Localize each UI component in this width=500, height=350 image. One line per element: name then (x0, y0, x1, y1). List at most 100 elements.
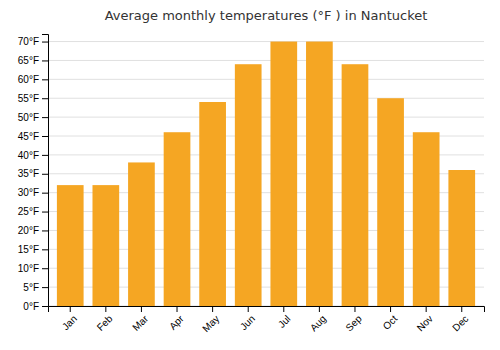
y-tick-label: 55°F (18, 93, 39, 104)
y-tick-mark (42, 268, 48, 269)
x-tick: Nov (415, 306, 435, 333)
x-tick-mark (354, 306, 355, 312)
y-tick-label: 70°F (18, 36, 39, 47)
x-tick: Oct (381, 306, 400, 332)
y-tick: 60°F (18, 74, 48, 85)
y-tick-label: 60°F (18, 74, 39, 85)
y-tick-label: 5°F (23, 282, 39, 293)
x-tick-label: Nov (415, 313, 435, 333)
x-tick-label: Jun (238, 313, 257, 332)
x-tick-label: Jan (60, 313, 79, 332)
y-tick-mark (42, 306, 48, 307)
y-tick: 25°F (18, 206, 48, 217)
x-tick-label: May (200, 313, 221, 334)
y-tick-mark (42, 212, 48, 213)
y-tick-mark (42, 98, 48, 99)
title: Average monthly temperatures (°F ) in Na… (105, 8, 428, 23)
x-tick-label: Dec (450, 313, 470, 333)
y-axis: 0°F 5°F 10°F 15°F 20°F 25°F 30°F 35°F 40°F 45°F 50… (18, 35, 49, 312)
y-tick: 15°F (18, 244, 48, 255)
y-tick-mark (42, 79, 48, 80)
bar (128, 162, 155, 306)
x-tick: Apr (167, 306, 186, 332)
x-tick: Jul (276, 306, 293, 330)
bar (199, 102, 226, 306)
bar (342, 64, 369, 306)
y-tick: 20°F (18, 225, 48, 236)
x-tick-label: Jul (276, 313, 293, 330)
y-tick-mark (42, 249, 48, 250)
y-tick-mark (42, 136, 48, 137)
x-tick-label: Mar (130, 313, 150, 333)
y-tick-mark (42, 230, 48, 231)
x-tick-label: Sep (343, 313, 364, 334)
bar (164, 132, 191, 306)
grid (48, 42, 484, 306)
bar (377, 98, 404, 306)
x-axis: Jan Feb Mar Apr May Jun Jul Aug Sep Oct Nov Dec (49, 306, 485, 334)
y-tick-label: 0°F (23, 301, 39, 312)
x-tick: Jan (60, 306, 79, 332)
y-tick-label: 65°F (18, 55, 39, 66)
bar (57, 185, 84, 306)
x-axis-line (49, 307, 485, 313)
grid-line (48, 79, 484, 80)
y-tick: 50°F (18, 112, 48, 123)
bar (413, 132, 440, 306)
y-tick-mark (42, 60, 48, 61)
y-tick: 65°F (18, 55, 48, 66)
bars (57, 42, 475, 306)
y-tick-label: 50°F (18, 112, 39, 123)
x-tick-mark (212, 306, 213, 312)
y-tick-mark (42, 42, 48, 43)
y-tick-label: 35°F (18, 168, 39, 179)
x-tick-mark (105, 306, 106, 312)
y-tick: 5°F (23, 282, 48, 293)
bar (270, 42, 297, 306)
x-tick: Dec (450, 306, 470, 333)
x-tick-mark (390, 306, 391, 312)
bar (448, 170, 475, 306)
y-tick-label: 30°F (18, 187, 39, 198)
y-tick: 45°F (18, 131, 48, 142)
x-tick-mark (141, 306, 142, 312)
x-tick: May (200, 306, 221, 334)
y-tick-mark (42, 193, 48, 194)
x-tick-label: Oct (381, 313, 400, 332)
x-tick: Sep (343, 306, 364, 333)
x-tick-label: Aug (308, 313, 328, 333)
x-tick-mark (283, 306, 284, 312)
y-tick-label: 45°F (18, 131, 39, 142)
y-tick-mark (42, 287, 48, 288)
y-tick: 30°F (18, 187, 48, 198)
bar (92, 185, 119, 306)
x-tick-mark (248, 306, 249, 312)
y-tick: 10°F (18, 263, 48, 274)
y-tick-label: 10°F (18, 263, 39, 274)
y-tick: 70°F (18, 36, 48, 47)
y-tick: 40°F (18, 150, 48, 161)
x-tick-mark (426, 306, 427, 312)
y-tick-mark (42, 117, 48, 118)
y-tick: 55°F (18, 93, 48, 104)
y-tick-label: 25°F (18, 206, 39, 217)
y-tick: 35°F (18, 168, 48, 179)
chart: 0°F 5°F 10°F 15°F 20°F 25°F 30°F 35°F 40°F 45°F 50… (0, 0, 500, 350)
x-tick-mark (319, 306, 320, 312)
y-tick-label: 15°F (18, 244, 39, 255)
x-tick-label: Feb (95, 313, 115, 333)
y-axis-line (42, 35, 49, 307)
x-tick-mark (461, 306, 462, 312)
y-tick-label: 40°F (18, 150, 39, 161)
x-tick-mark (177, 306, 178, 312)
bar (235, 64, 262, 306)
grid-line (48, 98, 484, 99)
bar (306, 42, 333, 306)
y-tick-mark (42, 174, 48, 175)
y-tick-mark (42, 155, 48, 156)
x-tick-mark (70, 306, 71, 312)
grid-line (48, 60, 484, 61)
grid-line (48, 117, 484, 118)
y-tick: 0°F (23, 301, 48, 312)
y-tick-label: 20°F (18, 225, 39, 236)
